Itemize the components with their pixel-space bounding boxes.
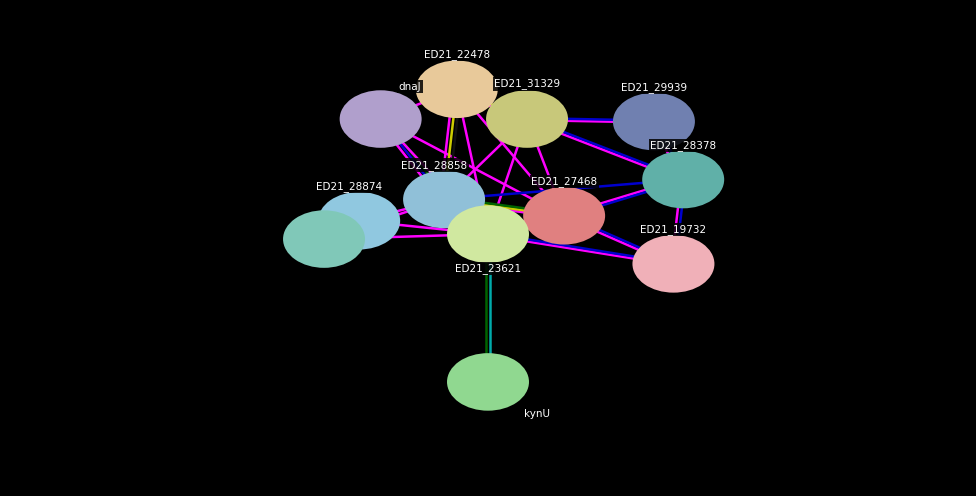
Text: ED21_31329: ED21_31329 [494, 78, 560, 89]
Text: kynU: kynU [524, 409, 549, 419]
Ellipse shape [523, 187, 605, 245]
Text: ED21_22478: ED21_22478 [424, 49, 490, 60]
Text: ED21_27468: ED21_27468 [531, 176, 597, 187]
Text: dnaJ: dnaJ [398, 82, 422, 92]
Ellipse shape [632, 235, 714, 293]
Text: ED21_23621: ED21_23621 [455, 263, 521, 274]
Text: ED21_28378: ED21_28378 [650, 140, 716, 151]
Ellipse shape [642, 151, 724, 208]
Ellipse shape [340, 90, 422, 148]
Ellipse shape [486, 90, 568, 148]
Text: ED21_29939: ED21_29939 [621, 82, 687, 93]
Text: ED21_19732: ED21_19732 [640, 224, 707, 235]
Text: ED21_28874: ED21_28874 [316, 181, 383, 192]
Ellipse shape [283, 210, 365, 268]
Ellipse shape [318, 192, 400, 249]
Ellipse shape [447, 353, 529, 411]
Ellipse shape [613, 93, 695, 150]
Ellipse shape [403, 171, 485, 228]
Ellipse shape [416, 61, 498, 118]
Ellipse shape [447, 205, 529, 263]
Text: ED21_28858: ED21_28858 [401, 160, 468, 171]
